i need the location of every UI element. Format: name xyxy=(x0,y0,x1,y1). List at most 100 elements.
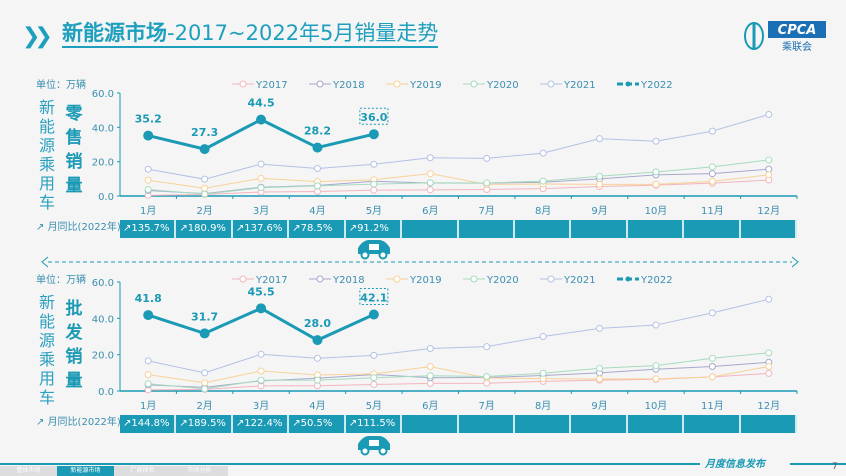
data-point-Y2019 xyxy=(201,184,209,192)
legend-marker xyxy=(547,80,555,88)
tab-nev[interactable]: 新能源市场 xyxy=(57,466,114,476)
x-tick-label: 12月 xyxy=(757,400,780,412)
car-window xyxy=(368,440,379,446)
x-tick-label: 6月 xyxy=(422,205,438,217)
chevron-double-icon: ❯❯ xyxy=(22,24,53,49)
yoy-cell: ↗111.5% xyxy=(345,415,403,433)
footer-line xyxy=(0,463,700,465)
y-tick-label: 60.0 xyxy=(92,89,114,100)
data-point-Y2021 xyxy=(201,175,209,183)
legend-marker xyxy=(393,80,401,88)
y-tick-label: 0.0 xyxy=(98,387,114,398)
data-point-Y2020 xyxy=(313,182,321,190)
yoy-cell xyxy=(684,220,741,238)
x-tick-label: 11月 xyxy=(701,205,724,217)
x-tick-label: 3月 xyxy=(253,205,269,217)
x-tick-label: 7月 xyxy=(479,400,495,412)
x-tick-label: 2月 xyxy=(196,205,212,217)
page-title: 新能源市场-2017~2022年5月销量走势 xyxy=(62,20,439,48)
series-line-Y2017 xyxy=(148,179,769,196)
yoy-row: ↗135.7% ↗180.9% ↗137.6% ↗78.5% ↗91.2% xyxy=(120,220,798,238)
data-point-Y2021 xyxy=(370,160,378,168)
yoy-cell: ↗137.6% xyxy=(232,220,290,238)
data-point-Y2017 xyxy=(370,186,378,194)
data-point-Y2021 xyxy=(313,354,321,362)
legend-label: Y2017 xyxy=(255,80,288,91)
yoy-label: ↗ 月同比(2022年) xyxy=(36,222,126,234)
data-label: 42.1 xyxy=(360,292,387,305)
tab-ranking[interactable]: 厂商排名 xyxy=(114,466,171,476)
data-point-Y2020 xyxy=(708,354,716,362)
y-tick-label: 20.0 xyxy=(92,351,114,362)
series-line-Y2020 xyxy=(148,159,769,195)
data-point-Y2020 xyxy=(370,180,378,188)
footer-tabs: 整体市场 新能源市场 厂商排名 市场分析 xyxy=(0,466,228,476)
yoy-cell xyxy=(402,220,459,238)
data-point-Y2019 xyxy=(708,373,716,381)
data-point-Y2020 xyxy=(370,374,378,382)
y-tick-label: 0.0 xyxy=(98,192,114,203)
data-point-Y2019 xyxy=(652,375,660,383)
data-label: 41.8 xyxy=(135,292,162,305)
x-tick-label: 6月 xyxy=(422,400,438,412)
legend-marker xyxy=(316,275,324,283)
yoy-cell: ↗122.4% xyxy=(232,415,290,433)
yoy-label-text: 月同比(2022年) xyxy=(47,222,121,233)
legend-marker xyxy=(239,275,247,283)
data-point-Y2020 xyxy=(596,172,604,180)
title-bold: 新能源市场 xyxy=(62,21,167,45)
data-point-Y2020 xyxy=(539,369,547,377)
data-point-Y2017 xyxy=(313,188,321,196)
data-label: 45.5 xyxy=(247,285,274,298)
data-point-Y2019 xyxy=(257,367,265,375)
car-wheel xyxy=(378,446,388,456)
data-point-Y2021 xyxy=(257,350,265,358)
data-label: 27.3 xyxy=(191,126,218,139)
data-point-Y2017 xyxy=(426,186,434,194)
data-point-Y2022 xyxy=(312,142,323,153)
tab-overall[interactable]: 整体市场 xyxy=(0,466,57,476)
data-point-Y2019 xyxy=(201,379,209,387)
data-point-Y2019 xyxy=(765,362,773,370)
yoy-cell: ↗135.7% xyxy=(120,220,177,238)
side-label: 新能源乘用车 xyxy=(38,98,55,212)
car-window xyxy=(368,244,379,250)
car-wheel xyxy=(378,250,388,260)
data-point-Y2020 xyxy=(426,372,434,380)
car-icon xyxy=(357,240,390,260)
data-point-Y2017 xyxy=(426,379,434,387)
legend-label: Y2021 xyxy=(563,275,596,286)
data-point-Y2021 xyxy=(596,324,604,332)
yoy-cell xyxy=(740,415,798,433)
x-tick-label: 5月 xyxy=(366,400,382,412)
data-point-Y2020 xyxy=(765,156,773,164)
chart-label: 零售销量 xyxy=(65,104,83,196)
data-point-Y2020 xyxy=(539,177,547,185)
yoy-cell xyxy=(514,415,572,433)
legend-label: Y2018 xyxy=(332,275,365,286)
data-point-Y2022 xyxy=(143,310,154,321)
yoy-cell xyxy=(458,220,515,238)
chart-label: 批发销量 xyxy=(65,299,83,391)
legend-label: Y2020 xyxy=(486,275,519,286)
data-point-Y2020 xyxy=(144,380,152,388)
data-point-Y2021 xyxy=(201,369,209,377)
cpca-logo: CPCA 乘联会 xyxy=(740,18,830,54)
data-point-Y2021 xyxy=(539,149,547,157)
data-point-Y2020 xyxy=(652,362,660,370)
legend-label: Y2019 xyxy=(409,275,442,286)
data-point-Y2020 xyxy=(708,163,716,171)
yoy-cell xyxy=(458,415,515,433)
legend-marker xyxy=(393,275,401,283)
data-point-Y2021 xyxy=(539,333,547,340)
x-tick-label: 12月 xyxy=(757,205,780,217)
legend-marker xyxy=(316,80,324,88)
series-line-Y2021 xyxy=(148,113,769,180)
x-tick-label: 4月 xyxy=(309,205,325,217)
series-line-Y2019 xyxy=(148,173,769,189)
data-point-Y2019 xyxy=(596,375,604,383)
y-tick-label: 40.0 xyxy=(92,314,114,325)
tab-analysis[interactable]: 市场分析 xyxy=(171,466,228,476)
car-icon xyxy=(357,436,390,456)
data-point-Y2020 xyxy=(201,190,209,198)
